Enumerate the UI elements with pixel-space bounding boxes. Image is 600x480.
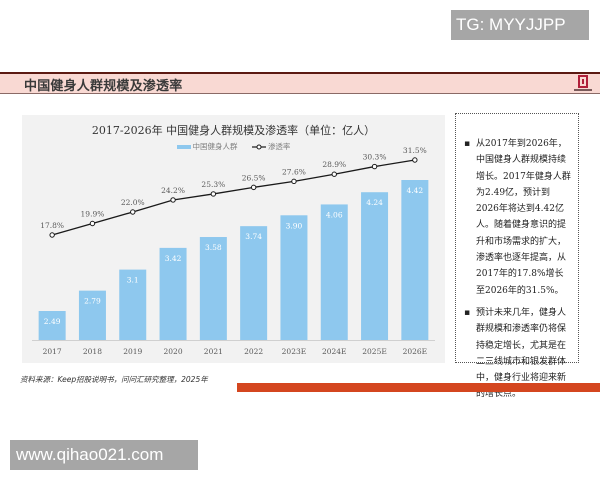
legend-item-population: 中国健身人群 xyxy=(176,141,238,152)
legend-item-penetration: 渗透率 xyxy=(251,141,290,152)
chart-panel: 2017-2026年 中国健身人群规模及渗透率（单位：亿人） 中国健身人群 渗透… xyxy=(22,115,445,363)
bar-value-label: 3.90 xyxy=(286,221,303,230)
summary-bullet: ▪ 从2017年到2026年，中国健身人群规模持续增长。2017年健身人群为2.… xyxy=(464,136,572,299)
line-point xyxy=(291,178,297,185)
summary-bullet: ▪ 预计未来几年，健身人群规模和渗透率仍将保持稳定增长，尤其是在二三线城市和银发… xyxy=(464,305,572,403)
bar xyxy=(240,226,268,340)
bar-value-label: 4.42 xyxy=(406,186,423,195)
bullet-icon: ▪ xyxy=(464,139,471,149)
penetration-line xyxy=(51,159,415,236)
bar xyxy=(280,215,308,340)
x-tick-label: 2021 xyxy=(204,347,223,356)
bar-value-label: 4.24 xyxy=(366,198,383,207)
source-note: 资料来源：Keep招股说明书，问问汇研究整理，2025年 xyxy=(20,375,208,384)
bar xyxy=(78,290,106,340)
line-point xyxy=(210,191,217,197)
chart-title: 2017-2026年 中国健身人群规模及渗透率（单位：亿人） xyxy=(91,124,376,137)
x-tick-label: 2025E xyxy=(362,347,387,356)
brand-logo-icon xyxy=(574,75,592,91)
bar-value-label: 3.42 xyxy=(165,254,182,263)
bar xyxy=(401,180,429,340)
footer-accent-bar xyxy=(237,383,600,392)
line-value-label: 26.5% xyxy=(242,173,266,182)
page-title: 中国健身人群规模及渗透率 xyxy=(24,79,183,94)
line-value-label: 19.9% xyxy=(81,210,105,219)
line-value-label: 28.9% xyxy=(322,160,346,169)
x-tick-label: 2020 xyxy=(164,347,183,356)
bar-value-label: 2.79 xyxy=(84,297,101,306)
x-tick-label: 2026E xyxy=(403,347,428,356)
line-value-label: 25.3% xyxy=(201,180,225,189)
bar xyxy=(119,269,147,340)
x-tick-label: 2024E xyxy=(322,347,347,356)
line-point xyxy=(412,157,418,163)
line-point xyxy=(89,220,96,227)
chart-plot: 2.49 2017 2.79 2018 3.1 2019 3.42 2020 3.58 2021 3… xyxy=(32,146,435,356)
line-value-label: 27.6% xyxy=(282,167,306,176)
bullet-icon: ▪ xyxy=(464,307,471,318)
line-point xyxy=(49,232,55,238)
bar-value-label: 2.49 xyxy=(44,317,61,326)
line-value-label: 24.2% xyxy=(161,186,185,195)
line-marker-icon xyxy=(251,144,266,150)
x-tick-label: 2017 xyxy=(43,347,62,356)
line-point xyxy=(250,184,257,191)
line-point xyxy=(371,163,378,170)
bar-value-label: 3.1 xyxy=(127,276,139,285)
bar-swatch-icon xyxy=(176,145,191,149)
line-value-label: 31.5% xyxy=(403,146,427,155)
x-tick-label: 2018 xyxy=(83,347,102,356)
bar-value-label: 3.58 xyxy=(205,243,222,252)
watermark-bottom: www.qihao021.com xyxy=(10,440,198,470)
x-tick-label: 2022 xyxy=(244,347,263,356)
line-point xyxy=(130,209,136,215)
bar-value-label: 3.74 xyxy=(245,232,262,241)
line-value-label: 17.8% xyxy=(40,221,64,230)
bar xyxy=(199,237,227,340)
chart-legend: 中国健身人群 渗透率 xyxy=(22,141,445,152)
bar xyxy=(361,192,389,340)
line-value-label: 22.0% xyxy=(121,198,145,207)
bar xyxy=(38,311,66,340)
bar-value-label: 4.06 xyxy=(326,210,343,219)
section-header: 中国健身人群规模及渗透率 xyxy=(0,72,600,94)
summary-box: ▪ 从2017年到2026年，中国健身人群规模持续增长。2017年健身人群为2.… xyxy=(455,113,579,399)
x-tick-label: 2023E xyxy=(282,347,307,356)
line-point xyxy=(331,171,337,177)
bar xyxy=(320,204,348,340)
line-value-label: 30.3% xyxy=(363,153,387,162)
line-point xyxy=(170,197,176,203)
x-tick-label: 2019 xyxy=(123,347,142,356)
bar xyxy=(159,247,187,340)
watermark-top: TG: MYYJJPP xyxy=(451,10,589,40)
